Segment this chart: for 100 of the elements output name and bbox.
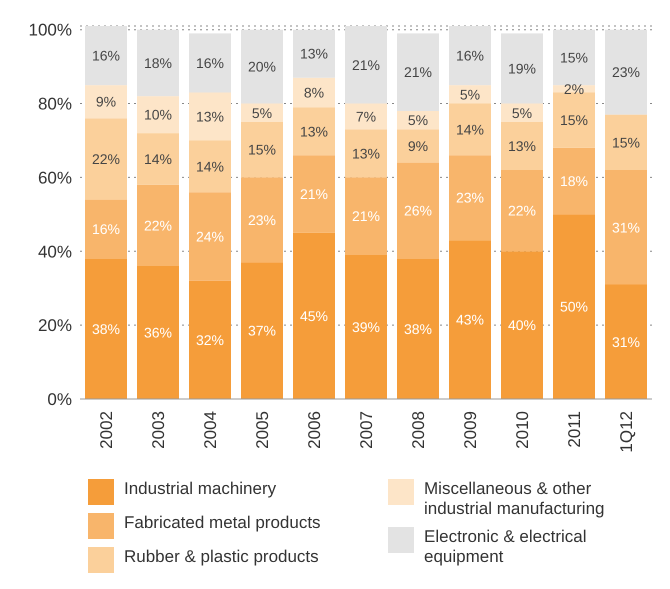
y-tick-label: 80%	[38, 94, 72, 114]
data-label: 21%	[300, 186, 328, 202]
y-tick-label: 40%	[38, 242, 72, 262]
data-label: 18%	[144, 54, 172, 71]
bar	[137, 184, 179, 266]
bar	[293, 78, 335, 108]
data-label: 8%	[304, 84, 324, 100]
data-label: 5%	[252, 104, 272, 121]
bar	[85, 26, 127, 86]
data-label: 40%	[508, 317, 536, 334]
bar	[553, 214, 595, 399]
data-label: 2%	[564, 80, 584, 97]
x-tick-label: 2010	[513, 411, 532, 449]
bar	[85, 258, 127, 399]
bar	[501, 122, 543, 170]
bar	[85, 200, 127, 259]
bar	[345, 104, 387, 130]
data-label: 21%	[352, 208, 380, 224]
data-label: 23%	[248, 212, 276, 228]
data-label: 16%	[92, 48, 120, 64]
data-label: 50%	[560, 298, 588, 315]
data-label: 21%	[404, 64, 432, 80]
bar	[553, 30, 595, 86]
y-tick-label: 0%	[47, 390, 72, 410]
data-label: 9%	[408, 138, 428, 154]
data-label: 26%	[404, 202, 432, 219]
bar	[137, 30, 179, 96]
legend-label: Rubber & plastic products	[124, 547, 319, 567]
x-tick-label: 2009	[461, 411, 480, 449]
bar	[501, 170, 543, 252]
data-label: 16%	[196, 54, 224, 71]
data-label: 31%	[612, 219, 640, 236]
data-label: 13%	[300, 46, 328, 62]
data-label: 36%	[144, 324, 172, 341]
bar	[345, 26, 387, 104]
bar	[137, 133, 179, 185]
bar	[449, 104, 491, 156]
bar	[241, 262, 283, 399]
bar	[449, 26, 491, 86]
x-tick-label: 2011	[565, 411, 584, 448]
data-label: 32%	[196, 332, 224, 348]
data-label: 38%	[92, 320, 120, 337]
data-label: 38%	[404, 320, 432, 337]
bar	[605, 284, 647, 399]
data-label: 19%	[508, 60, 536, 76]
bar	[397, 33, 439, 111]
data-label: 22%	[508, 202, 536, 219]
data-label: 37%	[248, 322, 276, 339]
data-label: 45%	[300, 308, 328, 324]
data-label: 43%	[456, 312, 484, 328]
data-label: 13%	[508, 138, 536, 154]
bar	[189, 33, 231, 92]
data-label: 14%	[456, 121, 484, 138]
bar	[293, 232, 335, 399]
bar	[85, 85, 127, 118]
bar	[397, 129, 439, 163]
data-label: 7%	[356, 108, 376, 124]
bar	[137, 266, 179, 399]
bar	[397, 162, 439, 259]
data-label: 5%	[460, 86, 480, 102]
data-label: 18%	[560, 173, 588, 190]
x-tick-label: 2006	[305, 411, 324, 449]
legend-label: Fabricated metal products	[124, 513, 321, 533]
data-label: 22%	[92, 150, 120, 167]
data-label: 15%	[248, 142, 276, 158]
data-label: 13%	[352, 145, 380, 162]
x-tick-label: 2007	[357, 411, 376, 449]
bar	[293, 30, 335, 78]
y-tick-label: 60%	[38, 168, 72, 188]
bar	[345, 254, 387, 399]
bar	[501, 251, 543, 399]
data-label: 14%	[144, 150, 172, 167]
bar	[605, 114, 647, 170]
bar	[293, 155, 335, 233]
bar	[345, 129, 387, 178]
bar	[501, 33, 543, 104]
bar	[397, 258, 439, 399]
data-label: 39%	[352, 318, 380, 335]
data-label: 31%	[612, 334, 640, 350]
data-label: 10%	[144, 106, 172, 123]
bar	[345, 177, 387, 255]
data-label: 22%	[144, 217, 172, 234]
bar	[605, 170, 647, 285]
bar	[189, 192, 231, 281]
bar	[189, 92, 231, 140]
bar	[241, 177, 283, 262]
data-label: 9%	[96, 94, 116, 110]
bar	[189, 280, 231, 399]
data-label: 21%	[352, 56, 380, 73]
x-tick-label: 2002	[97, 411, 116, 449]
bar	[605, 30, 647, 115]
bar	[241, 122, 283, 178]
bar	[449, 240, 491, 399]
data-label: 16%	[456, 48, 484, 64]
bar	[293, 107, 335, 156]
data-label: 5%	[512, 104, 532, 121]
legend-label: Industrial machinery	[124, 479, 276, 499]
bar	[449, 155, 491, 240]
data-label: 15%	[560, 49, 588, 66]
data-label: 5%	[408, 112, 428, 128]
